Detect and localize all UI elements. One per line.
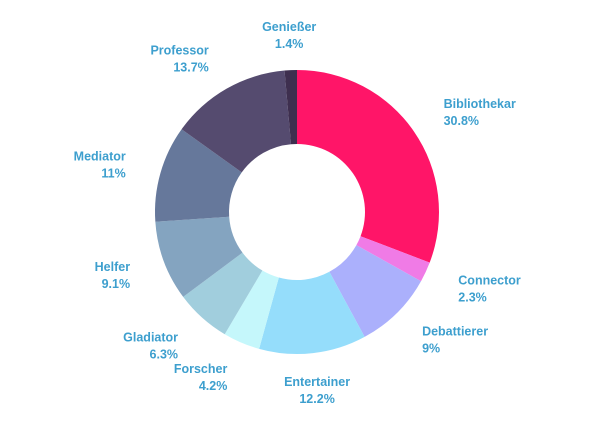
slice-label-name: Bibliothekar: [444, 97, 516, 111]
slice-label-value: 6.3%: [150, 347, 179, 361]
label-entertainer: Entertainer 12.2%: [284, 375, 350, 406]
slice-connector[interactable]: [356, 236, 430, 282]
slice-label-name: Gladiator: [123, 330, 178, 344]
labels-layer: Bibliothekar 30.8% Connector 2.3% Debattiere…: [74, 20, 521, 406]
slice-label-value: 30.8%: [444, 114, 479, 128]
label-mediator: Mediator 11%: [74, 149, 126, 180]
label-helfer: Helfer 9.1%: [95, 260, 131, 291]
slice-label-value: 13.7%: [173, 60, 208, 74]
label-debattierer: Debattierer 9%: [422, 325, 488, 356]
label-geniesser: Genießer 1.4%: [262, 20, 316, 51]
slice-geniesser[interactable]: [284, 70, 297, 145]
label-connector: Connector 2.3%: [458, 273, 521, 304]
slice-label-value: 2.3%: [458, 290, 487, 304]
slice-label-name: Forscher: [174, 362, 228, 376]
slices-layer: [154, 70, 439, 354]
slice-entertainer[interactable]: [259, 271, 365, 354]
label-forscher: Forscher 4.2%: [174, 362, 228, 393]
slice-forscher[interactable]: [224, 270, 279, 349]
slice-label-value: 4.2%: [199, 379, 228, 393]
label-bibliothekar: Bibliothekar 30.8%: [444, 97, 516, 128]
slice-label-value: 9%: [422, 342, 440, 356]
slice-label-name: Helfer: [95, 260, 131, 274]
slice-helfer[interactable]: [155, 216, 243, 297]
slice-label-value: 11%: [101, 166, 125, 180]
slice-gladiator[interactable]: [183, 252, 263, 335]
slice-label-value: 12.2%: [299, 392, 334, 406]
slice-label-value: 9.1%: [102, 277, 131, 291]
slice-professor[interactable]: [181, 70, 292, 173]
slice-label-name: Professor: [150, 43, 208, 57]
slice-mediator[interactable]: [154, 129, 242, 222]
slice-label-value: 1.4%: [275, 37, 304, 51]
slice-label-name: Genießer: [262, 20, 316, 34]
slice-label-name: Debattierer: [422, 325, 488, 339]
slice-label-name: Mediator: [74, 149, 126, 163]
label-gladiator: Gladiator 6.3%: [123, 330, 178, 361]
slice-label-name: Connector: [458, 273, 521, 287]
slice-bibliothekar[interactable]: [297, 70, 439, 263]
label-professor: Professor 13.7%: [150, 43, 208, 74]
slice-label-name: Entertainer: [284, 375, 350, 389]
slice-debattierer[interactable]: [329, 245, 422, 337]
